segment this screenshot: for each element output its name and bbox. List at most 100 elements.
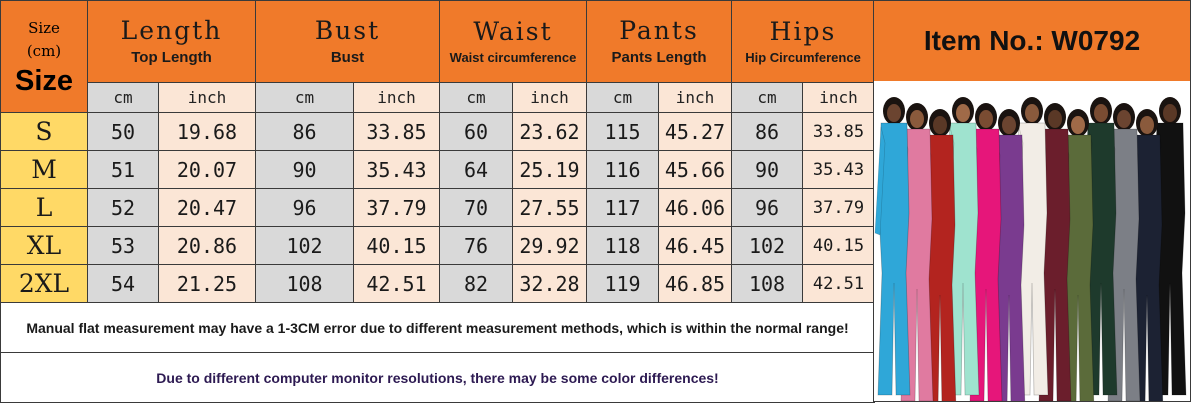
pants-title: Pants [619,16,699,45]
cell-cm: 116 [586,150,659,189]
cell-inch: 46.06 [658,188,732,227]
cell-inch: 27.55 [512,188,587,227]
length-title: Length [120,16,223,45]
cell-inch: 37.79 [353,188,440,227]
cell-cm: 117 [586,188,659,227]
bust-header: Bust Bust [255,0,440,83]
size-label: M [0,150,88,189]
cell-inch: 42.51 [353,264,440,303]
product-models-image [874,97,1187,401]
unit-inch: inch [802,82,875,113]
cell-inch: 42.51 [802,264,875,303]
corner-size-big: Size [14,65,74,97]
hips-subtitle: Hip Circumference [745,50,861,65]
waist-header: Waist Waist circumference [439,0,587,83]
cell-cm: 115 [586,112,659,151]
cell-cm: 118 [586,226,659,265]
cell-inch: 20.07 [158,150,256,189]
unit-inch: inch [658,82,732,113]
cell-inch: 33.85 [353,112,440,151]
waist-subtitle: Waist circumference [449,50,577,65]
cell-inch: 46.45 [658,226,732,265]
cell-cm: 96 [255,188,354,227]
size-label: 2XL [0,264,88,303]
cell-cm: 90 [731,150,803,189]
unit-cm: cm [731,82,803,113]
pants-subtitle: Pants Length [611,49,707,66]
cell-inch: 25.19 [512,150,587,189]
cell-cm: 102 [255,226,354,265]
model-figure [989,109,1026,401]
unit-cm: cm [87,82,159,113]
cell-inch: 21.25 [158,264,256,303]
cell-cm: 70 [439,188,513,227]
unit-inch: inch [353,82,440,113]
size-corner-header: Size (cm) Size [0,0,88,113]
size-label: S [0,112,88,151]
model-figure [874,97,911,396]
size-rows: S 50 19.68 86 33.85 60 23.62 115 45.27 86 33.85 M 51… [0,112,875,303]
cell-inch: 45.27 [658,112,732,151]
cell-inch: 46.85 [658,264,732,303]
cell-inch: 40.15 [353,226,440,265]
unit-inch: inch [512,82,587,113]
cell-cm: 52 [87,188,159,227]
cell-cm: 108 [731,264,803,303]
cell-cm: 51 [87,150,159,189]
unit-cm: cm [439,82,513,113]
hips-header: Hips Hip Circumference [731,0,875,83]
size-table: Size (cm) Size Length Top Length Bust Bu… [0,0,875,403]
cell-inch: 29.92 [512,226,587,265]
hips-title: Hips [769,17,837,46]
unit-cm: cm [255,82,354,113]
cell-inch: 33.85 [802,112,875,151]
cell-cm: 90 [255,150,354,189]
unit-row: cm inch cm inch cm inch cm inch cm inch [1,82,875,113]
cell-inch: 20.47 [158,188,256,227]
cell-cm: 102 [731,226,803,265]
cell-cm: 53 [87,226,159,265]
bust-title: Bust [314,16,381,45]
cell-cm: 108 [255,264,354,303]
size-row: M 51 20.07 90 35.43 64 25.19 116 45.66 90 35.43 [0,150,875,189]
pants-header: Pants Pants Length [586,0,732,83]
size-row: L 52 20.47 96 37.79 70 27.55 117 46.06 96 37.79 [0,188,875,227]
cell-cm: 60 [439,112,513,151]
unit-inch: inch [158,82,256,113]
bust-subtitle: Bust [330,49,365,66]
measurement-note: Manual flat measurement may have a 1-3CM… [0,302,875,353]
cell-inch: 20.86 [158,226,256,265]
unit-cm: cm [586,82,659,113]
size-row: XL 53 20.86 102 40.15 76 29.92 118 46.45 102 40.15 [0,226,875,265]
cell-inch: 19.68 [158,112,256,151]
cell-cm: 64 [439,150,513,189]
cell-inch: 45.66 [658,150,732,189]
cell-cm: 50 [87,112,159,151]
size-row: S 50 19.68 86 33.85 60 23.62 115 45.27 86 33.85 [0,112,875,151]
cell-cm: 76 [439,226,513,265]
cell-inch: 32.28 [512,264,587,303]
cell-cm: 96 [731,188,803,227]
cell-inch: 35.43 [353,150,440,189]
cell-cm: 86 [255,112,354,151]
cell-cm: 54 [87,264,159,303]
item-number: Item No.: W0792 [873,0,1191,82]
corner-size-label: Size [28,19,60,37]
cell-cm: 119 [586,264,659,303]
cell-cm: 86 [731,112,803,151]
cell-inch: 40.15 [802,226,875,265]
size-label: XL [0,226,88,265]
cell-inch: 37.79 [802,188,875,227]
cell-inch: 35.43 [802,150,875,189]
product-photo [873,81,1191,402]
color-note: Due to different computer monitor resolu… [0,352,875,403]
cell-cm: 82 [439,264,513,303]
cell-inch: 23.62 [512,112,587,151]
length-header: Length Top Length [87,0,256,83]
size-row: 2XL 54 21.25 108 42.51 82 32.28 119 46.85 108 42.5… [0,264,875,303]
corner-unit-label: (cm) [26,42,62,60]
waist-title: Waist [473,17,553,46]
size-label: L [0,188,88,227]
length-subtitle: Top Length [131,49,212,66]
